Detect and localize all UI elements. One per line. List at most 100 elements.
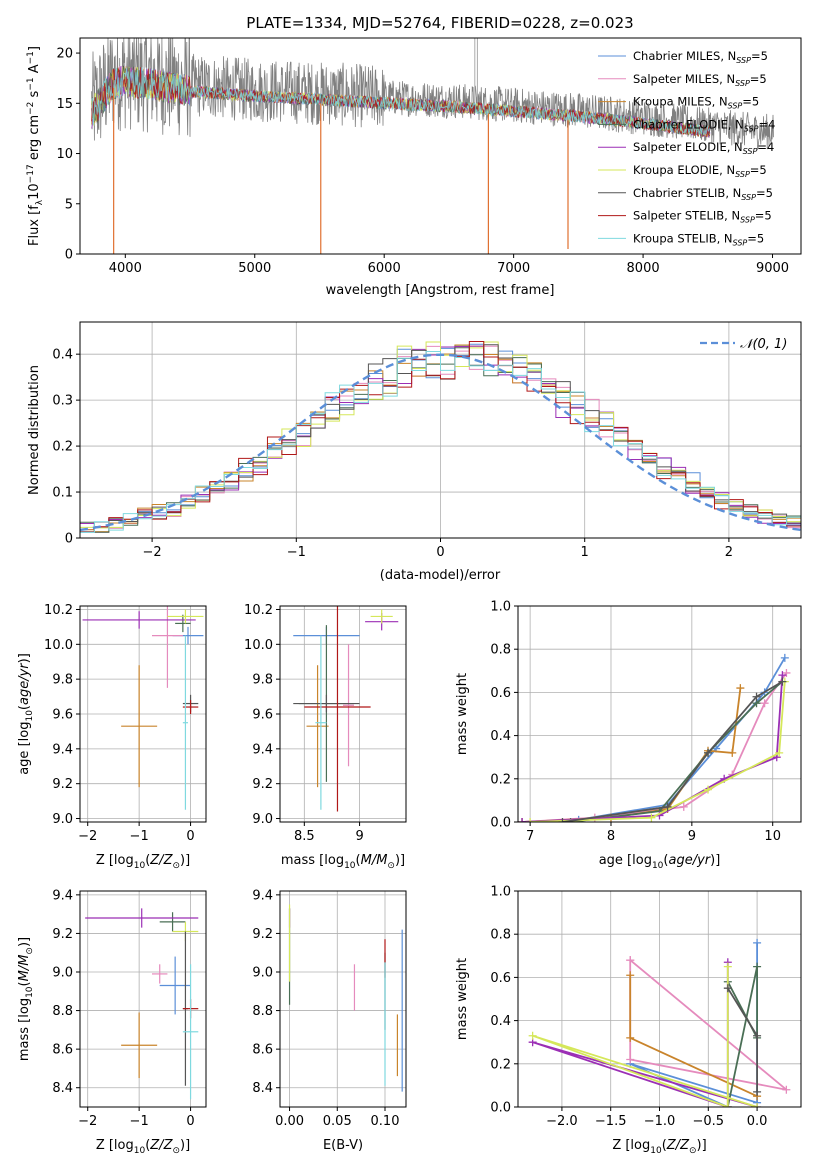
weight-series-line [532,966,758,1107]
x-tick-label: 9000 [756,261,789,276]
y-tick-label: 9.4 [252,742,273,757]
weight-point-marker [526,818,535,822]
weight-series-line [562,680,783,822]
x-tick-label: 7 [526,829,534,844]
figure-title: PLATE=1334, MJD=52764, FIBERID=0228, z=0… [246,14,633,32]
weight_vs_Z-ylabel: mass weight [455,958,470,1040]
weight_vs_age-frame [517,605,802,823]
spectrum-ylabel: Flux [fλ10−17 erg cm−2 s−1 A−1] [26,46,45,246]
y-tick-label: 0.6 [490,971,511,986]
weight-point-marker [528,1031,537,1040]
y-tick-label: 0.2 [490,772,511,787]
x-tick-label: 8 [607,829,615,844]
spectrum-lines [91,37,774,254]
legend-entry: Kroupa ELODIE, NSSP=5 [633,163,767,179]
weight-point-marker [626,956,635,965]
y-tick-label: 9.2 [52,777,73,792]
y-tick-label: 8.4 [252,1081,273,1096]
y-tick-label: 9.4 [252,888,273,903]
mass_vs_EBV-frame [279,890,407,1108]
x-tick-label: 2 [725,545,733,560]
y-tick-label: 10.0 [244,638,273,653]
x-tick-label: 7000 [497,261,530,276]
age_vs_mass-xlabel: mass [log10(M/M⊙)] [281,853,405,871]
weight-series-line [629,942,758,1107]
x-tick-label: 10 [764,829,781,844]
y-tick-label: 0.3 [52,394,73,409]
y-tick-label: 8.4 [52,1081,73,1096]
weight_vs_Z-frame [517,890,802,1108]
y-tick-label: 9.6 [52,708,73,723]
weight-point-marker [518,818,527,822]
weight-point-marker [704,748,713,757]
weight_vs_age-panel: 7 8 9 10 0.0 0.2 0.4 0.6 0.8 1.0 age [log10(age/yr… [455,600,802,871]
spectrum-panel: 4000 5000 6000 7000 8000 9000 0 5 10 15 20 wavelen… [26,37,802,298]
y-tick-label: 9.2 [252,777,273,792]
residuals-xlabel: (data-model)/error [380,568,501,583]
x-tick-label: −2 [78,1114,97,1129]
legend-entry: Salpeter STELIB, NSSP=5 [633,209,772,225]
weight-point-marker [558,818,567,822]
y-tick-label: 0.4 [490,729,511,744]
x-tick-label: 0.10 [371,1114,400,1129]
x-tick-label: −0.5 [693,1114,725,1129]
y-tick-label: 9.0 [252,812,273,827]
weight-point-marker [728,748,737,757]
age_vs_mass-frame [279,605,407,823]
x-tick-label: −1 [287,545,306,560]
y-tick-label: 0.6 [490,686,511,701]
age_vs_Z-panel: −2 −1 0 9.0 9.2 9.4 9.6 9.8 10.0 10.2 Z [log10(Z/Z… [17,603,207,871]
x-tick-label: −1.5 [595,1114,627,1129]
x-tick-label: 1 [581,545,589,560]
x-tick-label: −1 [130,829,149,844]
normal-legend-label: 𝒩(0, 1) [740,337,787,352]
y-tick-label: 9.8 [52,673,73,688]
y-tick-label: 0.4 [490,1014,511,1029]
x-tick-label: −2 [78,829,97,844]
weight-point-marker [663,802,672,811]
histogram-series [80,350,801,533]
spectrum-xlabel: wavelength [Angstrom, rest frame] [326,283,555,298]
x-tick-label: 8.5 [294,829,315,844]
y-tick-label: 20 [56,47,73,62]
y-tick-label: 9.0 [52,812,73,827]
y-tick-label: 8.8 [52,1004,73,1019]
x-tick-label: 5000 [238,261,271,276]
x-tick-label: −1 [130,1114,149,1129]
x-tick-label: 6000 [368,261,401,276]
x-tick-label: 0 [436,545,444,560]
mass_vs_Z-frame [79,890,207,1108]
model-spectrum [91,67,711,138]
model-spectrum [91,67,711,136]
weight-point-marker [723,962,732,971]
weight-series-line [521,672,788,822]
age_vs_Z-xlabel: Z [log10(Z/Z⊙)] [96,853,190,871]
x-tick-label: 4000 [109,261,142,276]
weight-point-marker [778,677,787,686]
y-tick-label: 0.1 [52,486,73,501]
weight-point-marker [679,802,688,811]
weight-series-line [521,657,786,822]
y-tick-label: 15 [56,97,73,112]
weight-point-marker [775,748,784,757]
legend-entry: Kroupa MILES, NSSP=5 [633,95,759,111]
weight-point-marker [753,1031,762,1040]
y-tick-label: 8.6 [52,1043,73,1058]
residuals-frame [79,321,802,539]
weight-point-marker [760,699,769,708]
y-tick-label: 9.2 [52,927,73,942]
weight-series-line [726,966,758,1107]
weight-point-marker [752,692,761,701]
y-tick-label: 9.2 [252,927,273,942]
y-tick-label: 0.8 [490,928,511,943]
y-tick-label: 10.2 [244,603,273,618]
y-tick-label: 10 [56,147,73,162]
spectrum-frame [79,37,802,255]
legend-entry: Chabrier MILES, NSSP=5 [633,49,768,65]
y-tick-label: 9.4 [52,888,73,903]
normal-curve [79,353,802,532]
y-tick-label: 1.0 [490,600,511,615]
x-tick-label: 0 [186,1114,194,1129]
weight-point-marker [753,1103,762,1107]
mass_vs_Z-panel: −2 −1 0 8.4 8.6 8.8 9.0 9.2 9.4 Z [log10(Z/Z⊙)] ma… [17,888,207,1156]
